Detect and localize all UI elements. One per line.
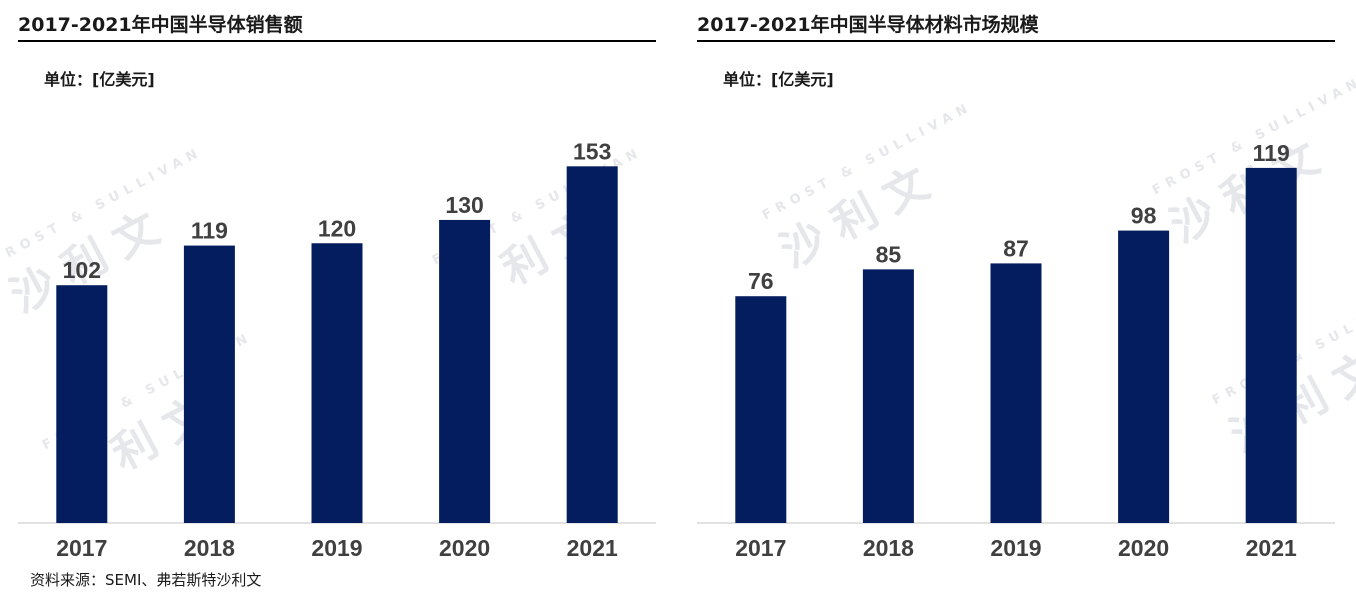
bar-2019 [311,243,363,523]
title-divider [18,40,656,42]
data-label-2021: 119 [1253,140,1290,166]
bar-2021 [1245,167,1297,523]
data-label-2020: 98 [1131,203,1157,229]
x-tick-label-2019: 2019 [990,535,1041,561]
bar-chart-svg: 102 2017 119 2018 120 2019 130 2020 153 2021 [18,138,656,561]
data-label-2017: 76 [748,268,774,294]
data-label-2018: 85 [876,241,902,267]
x-tick-label-2021: 2021 [567,535,618,561]
bar-2019 [990,263,1042,523]
chart-panel-materials: 2017-2021年中国半导体材料市场规模 单位：[亿美元] 76 2017 85 2… [697,0,1335,597]
source-note: 资料来源：SEMI、弗若斯特沙利文 [30,571,262,589]
bar-2020 [439,219,491,523]
chart-title: 2017-2021年中国半导体材料市场规模 [697,14,1039,36]
data-label-2021: 153 [573,138,611,164]
title-divider [697,40,1335,42]
bar-2020 [1118,230,1170,523]
chart-title: 2017-2021年中国半导体销售额 [18,14,303,36]
x-tick-label-2020: 2020 [439,535,490,561]
unit-label: 单位：[亿美元] [44,70,155,89]
x-tick-label-2019: 2019 [311,535,362,561]
bar-chart-sales: 102 2017 119 2018 120 2019 130 2020 153 2021 [18,100,656,570]
data-label-2017: 102 [63,257,101,283]
data-label-2020: 130 [445,192,483,218]
bar-2021 [566,166,618,523]
x-tick-label-2017: 2017 [56,535,107,561]
x-tick-label-2017: 2017 [735,535,786,561]
x-tick-label-2020: 2020 [1118,535,1169,561]
data-label-2019: 120 [318,215,356,241]
bar-2018 [183,245,235,524]
data-label-2018: 119 [191,218,228,244]
bar-chart-svg: 76 2017 85 2018 87 2019 98 2020 119 2021 [697,140,1335,561]
unit-label: 单位：[亿美元] [723,70,834,89]
bar-2017 [735,296,787,523]
x-tick-label-2021: 2021 [1246,535,1297,561]
x-tick-label-2018: 2018 [863,535,914,561]
bar-2018 [862,269,914,523]
bar-chart-materials: 76 2017 85 2018 87 2019 98 2020 119 2021 [697,100,1335,570]
data-label-2019: 87 [1003,235,1029,261]
chart-panel-sales: 2017-2021年中国半导体销售额 单位：[亿美元] 102 2017 119 20… [18,0,656,597]
bar-2017 [56,285,108,523]
x-tick-label-2018: 2018 [184,535,235,561]
